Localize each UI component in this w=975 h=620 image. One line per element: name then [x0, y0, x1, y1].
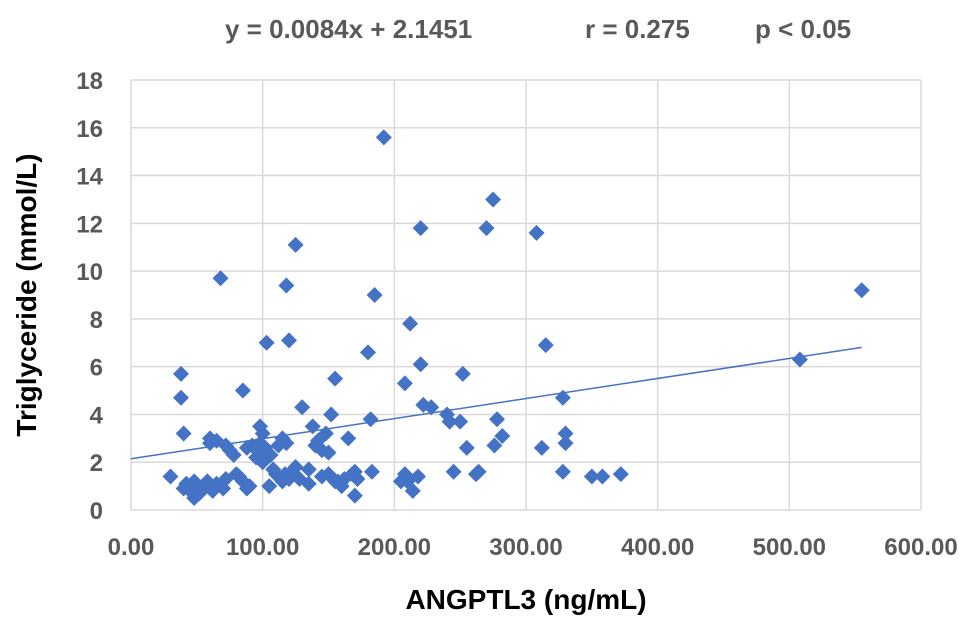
data-point: [494, 427, 511, 444]
data-point: [278, 435, 295, 452]
x-tick-label: 0.00: [108, 534, 155, 561]
data-point: [557, 425, 574, 442]
data-point: [362, 411, 379, 428]
y-tick-label: 14: [76, 164, 103, 191]
data-point: [262, 447, 279, 464]
y-tick-label: 2: [90, 450, 103, 477]
y-tick-label: 16: [76, 116, 103, 143]
data-point: [340, 430, 357, 447]
data-point: [791, 351, 808, 368]
data-point: [594, 468, 611, 485]
data-points: [162, 129, 870, 507]
data-point: [258, 334, 275, 351]
x-tick-label: 600.00: [884, 534, 957, 561]
y-tick-label: 18: [76, 68, 103, 95]
data-point: [173, 365, 190, 382]
y-tick-label: 12: [76, 211, 103, 238]
data-point: [557, 435, 574, 452]
data-point: [489, 411, 506, 428]
p-value: p < 0.05: [755, 14, 851, 44]
data-point: [554, 389, 571, 406]
data-point: [320, 444, 337, 461]
data-point: [212, 270, 229, 287]
data-point: [412, 356, 429, 373]
data-point: [278, 277, 295, 294]
data-point: [225, 447, 242, 464]
data-point: [470, 463, 487, 480]
data-point: [175, 425, 192, 442]
data-point: [583, 468, 600, 485]
data-point: [360, 344, 376, 361]
data-point: [363, 463, 380, 480]
data-point: [537, 337, 554, 354]
data-point: [327, 370, 344, 387]
x-tick-label: 200.00: [358, 534, 431, 561]
data-point: [173, 389, 190, 406]
data-point: [366, 287, 383, 303]
x-tick-label: 100.00: [226, 534, 299, 561]
data-point: [323, 406, 340, 423]
x-tick-label: 300.00: [489, 534, 562, 561]
data-point: [241, 478, 258, 495]
data-point: [528, 224, 545, 241]
data-point: [441, 413, 458, 430]
y-tick-label: 8: [90, 307, 103, 334]
data-point: [402, 315, 419, 332]
data-point: [412, 220, 429, 237]
data-point: [346, 487, 363, 504]
gridlines: [130, 79, 922, 511]
data-point: [349, 470, 366, 487]
y-tick-label: 10: [76, 259, 103, 286]
y-tick-label: 6: [90, 355, 103, 382]
x-axis-title: ANGPTL3 (ng/mL): [405, 584, 646, 615]
x-tick-label: 500.00: [753, 534, 826, 561]
y-tick-label: 0: [90, 498, 103, 525]
data-point: [486, 437, 503, 454]
data-point: [452, 413, 469, 430]
data-point: [304, 418, 321, 435]
data-point: [254, 425, 271, 442]
data-point: [261, 478, 278, 495]
data-point: [162, 468, 179, 485]
x-tick-label: 400.00: [621, 534, 694, 561]
data-point: [478, 220, 495, 237]
regression-equation: y = 0.0084x + 2.1451: [225, 14, 472, 44]
tick-labels: 0 2 4 6 8 10 12 14 16 18 0.00 100.00 200.00 300.00 400…: [76, 68, 957, 561]
data-point: [454, 365, 471, 382]
data-point: [485, 191, 502, 208]
data-point: [300, 461, 317, 478]
data-point: [410, 468, 427, 485]
data-point: [287, 236, 304, 253]
data-point: [281, 332, 297, 349]
y-axis-title: Triglyceride (mmol/L): [11, 153, 42, 436]
data-point: [612, 466, 629, 483]
data-point: [853, 282, 870, 299]
data-point: [404, 482, 421, 499]
data-point: [396, 375, 413, 392]
data-point: [445, 463, 462, 480]
data-point: [234, 382, 251, 399]
data-point: [294, 399, 311, 416]
data-point: [533, 439, 550, 456]
data-point: [375, 129, 392, 146]
data-point: [458, 439, 475, 456]
data-point: [423, 399, 440, 416]
data-point: [554, 463, 571, 480]
data-point: [300, 475, 317, 492]
y-tick-label: 4: [90, 402, 104, 429]
data-point: [317, 425, 334, 442]
correlation-r: r = 0.275: [585, 14, 690, 44]
